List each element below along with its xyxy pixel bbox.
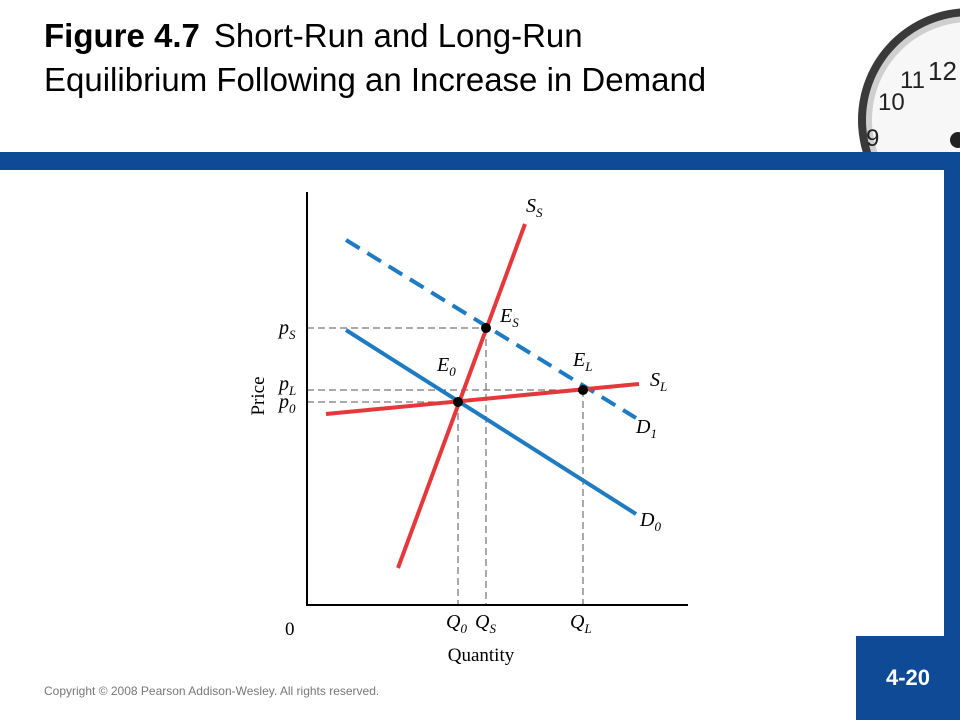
slide-title: Figure 4.7 Short-Run and Long-Run Equilib… [44, 14, 744, 102]
clock-numeral-11: 11 [900, 67, 925, 94]
point-label-es: ES [499, 305, 519, 330]
demand-curve-d0 [344, 328, 638, 516]
clock-image: 12 11 10 9 [858, 8, 960, 152]
point-label-e0: E0 [436, 354, 456, 379]
point-el [578, 385, 588, 395]
copyright-notice: Copyright © 2008 Pearson Addison-Wesley.… [44, 684, 380, 698]
quantity-label-qs: QS [475, 611, 496, 636]
clock-numeral-12: 12 [928, 56, 957, 86]
clock-numeral-9: 9 [866, 125, 879, 152]
figure-title-text: Short-Run and Long-Run Equilibrium Follo… [44, 17, 707, 98]
supply-curve-sl [325, 382, 640, 416]
demand-curve-d1 [344, 238, 638, 420]
y-axis-label: Price [248, 376, 269, 415]
curve-label-ss: SS [526, 195, 543, 220]
quantity-label-ql: QL [570, 611, 592, 636]
curve-label-d0: D0 [639, 509, 661, 534]
x-axis-label: Quantity [448, 645, 515, 666]
price-label-pl: pL [277, 373, 296, 398]
page-number: 4-20 [885, 665, 931, 690]
point-es [481, 323, 491, 333]
point-label-el: EL [572, 349, 592, 374]
price-label-p0: p0 [277, 391, 296, 416]
price-label-ps: pS [277, 317, 296, 342]
page-number-box: 4-20 [856, 636, 960, 720]
figure-number: Figure 4.7 [44, 17, 200, 54]
curve-label-d1: D1 [635, 416, 657, 441]
quantity-label-q0: Q0 [446, 611, 467, 636]
clock-numeral-10: 10 [878, 89, 905, 116]
right-edge-bar [944, 152, 960, 642]
header-divider-bar [0, 152, 960, 170]
origin-label: 0 [285, 619, 295, 640]
supply-curve-ss [396, 223, 527, 569]
point-e0 [453, 397, 463, 407]
curve-label-sl: SL [650, 369, 667, 394]
